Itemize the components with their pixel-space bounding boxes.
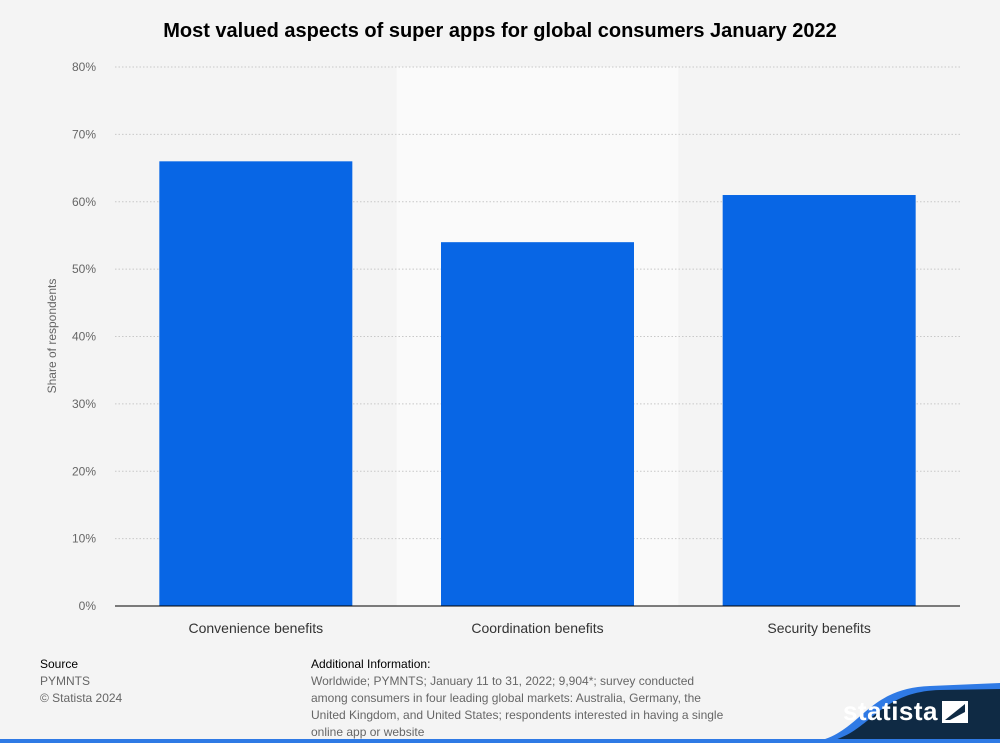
bar-convenience-benefits [159, 161, 353, 606]
info-label: Additional Information: [311, 657, 431, 671]
y-tick-label: 80% [72, 60, 96, 74]
y-tick-label: 30% [72, 397, 96, 411]
y-tick-label: 40% [72, 330, 96, 344]
y-tick-label: 20% [72, 464, 96, 478]
chart-title: Most valued aspects of super apps for gl… [163, 20, 837, 42]
y-tick-label: 10% [72, 532, 96, 546]
y-tick-label: 70% [72, 127, 96, 141]
x-tick-label: Convenience benefits [189, 620, 324, 636]
x-tick-label: Coordination benefits [471, 620, 603, 636]
bar-coordination-benefits [441, 242, 634, 607]
y-tick-label: 60% [72, 195, 96, 209]
x-tick-label: Security benefits [767, 620, 871, 636]
statista-logo: statista [842, 696, 938, 726]
info-text: Worldwide; PYMNTS; January 11 to 31, 202… [311, 674, 724, 739]
y-tick-label: 50% [72, 262, 96, 276]
additional-info-block: Additional Information: Worldwide; PYMNT… [311, 656, 731, 741]
source-name: PYMNTS [40, 674, 91, 688]
bar-security-benefits [722, 195, 916, 606]
source-label: Source [40, 657, 79, 671]
statista-logo-icon [942, 701, 968, 723]
source-block: Source PYMNTS © Statista 2024 [40, 656, 122, 707]
y-axis-label: Share of respondents [45, 279, 59, 394]
bottom-accent-line [0, 739, 1000, 743]
y-tick-label: 0% [79, 599, 97, 613]
copyright: © Statista 2024 [40, 691, 123, 705]
